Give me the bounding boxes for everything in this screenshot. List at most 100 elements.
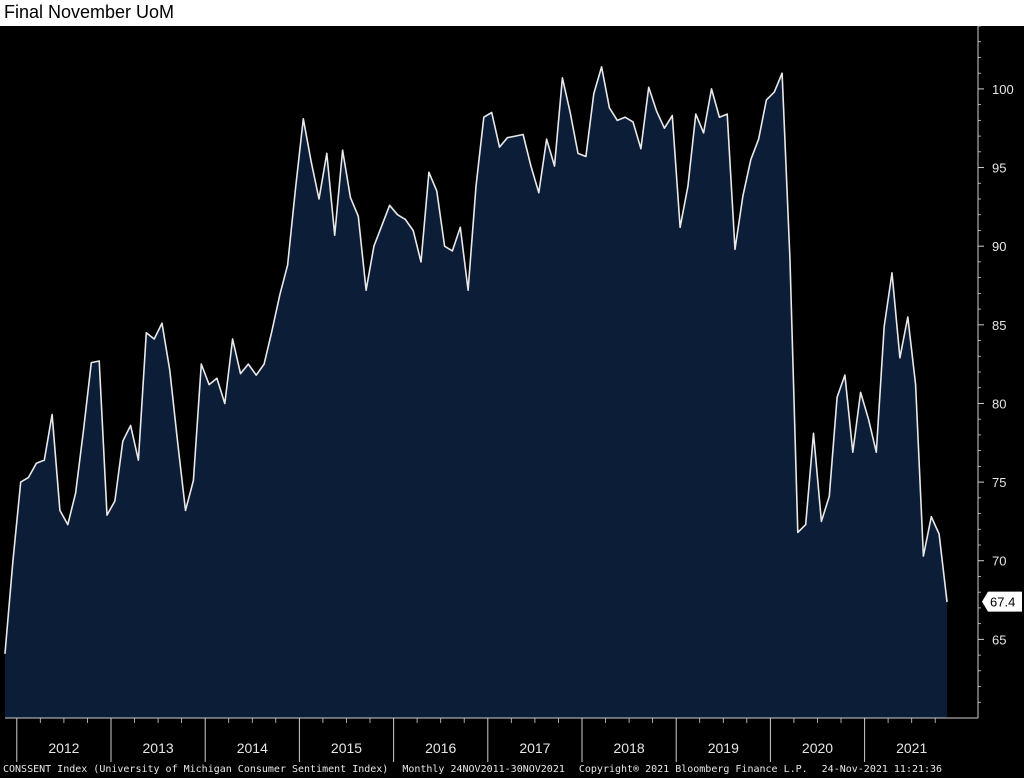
data-point (294, 189, 296, 191)
data-point (302, 118, 304, 120)
data-point (789, 259, 791, 261)
data-point (396, 214, 399, 216)
data-point (412, 229, 414, 232)
data-point (812, 432, 815, 434)
data-point (734, 248, 736, 250)
y-tick-label: 100 (992, 82, 1014, 97)
data-point (491, 111, 493, 114)
data-point (420, 261, 422, 263)
data-point (130, 424, 132, 427)
data-point (750, 159, 752, 161)
data-point (616, 119, 618, 121)
y-tick-label: 80 (992, 396, 1006, 411)
data-point (938, 533, 940, 535)
data-point (216, 377, 218, 379)
data-point (875, 451, 877, 453)
data-point (137, 459, 139, 461)
x-year-label: 2019 (708, 740, 739, 756)
y-tick-label: 70 (992, 554, 1006, 569)
data-point (404, 218, 406, 220)
y-tick-label: 75 (992, 475, 1006, 490)
data-point (498, 146, 501, 148)
data-point (703, 132, 705, 134)
x-year-label: 2018 (614, 740, 645, 756)
data-point (428, 171, 430, 173)
data-point (279, 294, 281, 296)
data-point (247, 363, 249, 365)
data-point (891, 272, 893, 274)
data-point (67, 524, 69, 526)
data-point (860, 391, 862, 393)
data-point (287, 264, 289, 266)
data-point (90, 362, 92, 364)
data-point (208, 384, 210, 386)
data-point (655, 110, 658, 112)
data-point (114, 500, 116, 502)
data-point (773, 91, 775, 93)
data-point (883, 325, 885, 327)
x-year-label: 2012 (48, 740, 79, 756)
data-point (122, 440, 124, 442)
data-point (255, 374, 257, 376)
footer-bar: CONSSENT Index (University of Michigan C… (0, 762, 1024, 778)
data-point (239, 373, 242, 375)
data-point (153, 338, 155, 340)
data-point (381, 225, 383, 227)
data-point (365, 289, 367, 291)
data-point (200, 363, 202, 365)
data-point (169, 369, 171, 371)
data-point (907, 316, 909, 318)
data-point (742, 195, 744, 197)
data-point (601, 66, 603, 68)
data-point (663, 127, 666, 129)
data-point (640, 148, 642, 150)
x-year-label: 2015 (331, 740, 362, 756)
data-point (726, 113, 728, 115)
data-point (828, 495, 830, 497)
data-point (357, 215, 359, 217)
x-year-label: 2017 (519, 740, 550, 756)
series-area (5, 66, 947, 718)
data-point (805, 524, 807, 526)
data-point (263, 363, 265, 365)
chart-svg: 65 70 75 80 85 90 95 100 2012 2013 2014 2015 2016 201… (4, 26, 1022, 762)
data-point (593, 93, 595, 95)
data-point (538, 192, 540, 194)
data-point (710, 88, 713, 90)
data-point (475, 185, 477, 187)
footer-series: CONSSENT Index (University of Michigan C… (3, 764, 389, 775)
data-point (145, 332, 147, 334)
data-point (232, 338, 234, 340)
data-point (530, 165, 532, 167)
data-point (522, 133, 524, 136)
data-point (546, 138, 548, 140)
y-tick-label: 85 (992, 318, 1006, 333)
data-point (12, 561, 14, 563)
last-value-box (982, 591, 1022, 612)
data-point (349, 196, 351, 198)
data-point (224, 402, 226, 405)
data-point (184, 509, 187, 511)
data-point (98, 360, 100, 362)
data-point (389, 204, 391, 206)
data-point (177, 442, 179, 444)
data-point (836, 396, 838, 398)
y-tick-label: 90 (992, 239, 1006, 254)
data-point (915, 384, 917, 386)
last-value-label: 67.4 (990, 595, 1015, 610)
data-point (679, 226, 681, 228)
data-point (373, 245, 375, 247)
y-tick-label: 65 (992, 632, 1006, 647)
footer-copyright: Copyright® 2021 Bloomberg Finance L.P. (578, 764, 808, 775)
data-point (106, 514, 108, 516)
data-point (820, 520, 823, 522)
data-point (781, 72, 783, 74)
data-point (35, 462, 38, 464)
data-point (334, 234, 336, 236)
data-point (687, 185, 689, 187)
data-point (695, 113, 697, 115)
data-point (59, 509, 61, 511)
data-point (608, 107, 611, 109)
data-point (326, 152, 328, 154)
data-point (318, 198, 320, 200)
